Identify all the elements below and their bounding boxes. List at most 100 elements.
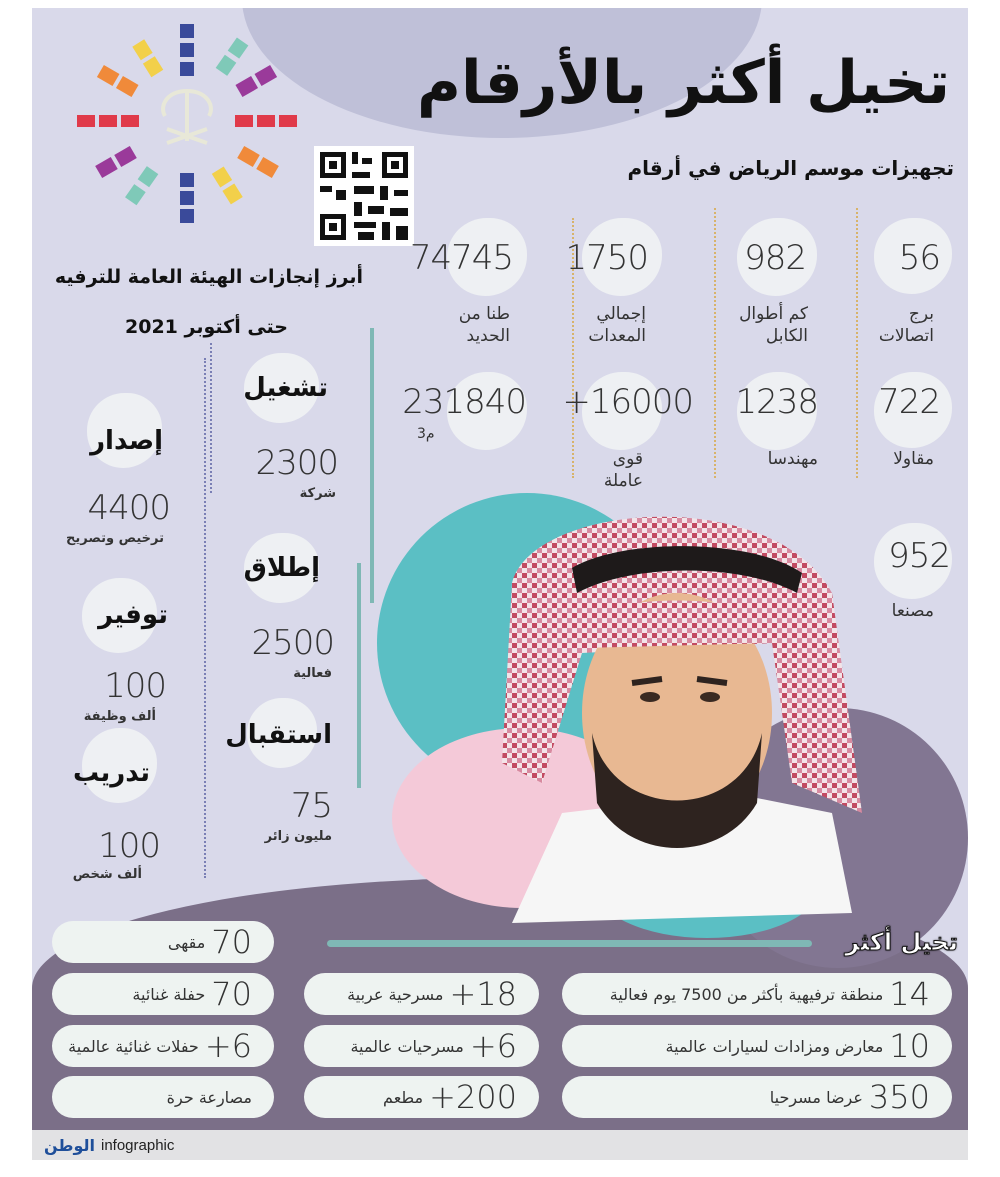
stat-value: 982 [744,238,807,278]
fact-text: مصارعة حرة [166,1087,252,1107]
fact-value: +200 [429,1078,517,1116]
item-blob [244,533,319,603]
gea-item-unit: فعالية [293,666,332,681]
portrait-illustration [502,516,862,923]
gea-item-value: 100 [104,666,167,706]
fact-text: حفلات غنائية عالمية [68,1036,199,1056]
brand-logo: الوطن [44,1135,95,1155]
fact-value: 350 [868,1078,930,1116]
riyadh-section-heading: تجهيزات موسم الرياض في أرقام [627,156,954,180]
gea-item-unit: ألف شخص [72,867,142,882]
gea-item-unit: شركة [299,486,336,501]
stat-label: إجمالي المعدات [588,304,646,346]
infographic: تخيل أكثر بالأرقام تجهيزات موسم الرياض ف… [32,8,968,1160]
stat-blob [447,218,527,296]
fact-text: مطعم [383,1087,424,1107]
stat-value: 74745 [409,238,514,278]
gea-item-unit: ترخيص وتصريح [65,531,164,546]
gea-item-unit: ألف وظيفة [83,709,156,724]
footer: الوطن infographic [32,1130,968,1160]
gea-subheading: حتى أكتوبر 2021 [125,316,288,338]
gea-item-title: تشغيل [243,373,328,403]
fact-pill: 70 مقهى [52,921,274,963]
fact-pill: 14 منطقة ترفيهية بأكثر من 7500 يوم فعالية [562,973,952,1015]
fact-value: 14 [889,975,930,1013]
gea-item-title: إطلاق [243,553,320,583]
riyadh-season-logo [77,24,297,223]
fact-text: عرضا مسرحيا [769,1087,863,1107]
stat-label: قوى عاملة [603,449,643,491]
divider [856,208,859,478]
divider [714,208,717,478]
fact-pill: +6 حفلات غنائية عالمية [52,1025,274,1067]
stat-value: 952 [888,536,951,576]
gea-item-title: توفير [98,600,168,630]
stat-blob [582,218,662,296]
fact-value: +6 [204,1027,252,1065]
fact-pill: مصارعة حرة [52,1076,274,1118]
divider [572,218,575,478]
fact-text: حفلة غنائية [132,984,206,1004]
item-blob [244,353,319,423]
stat-value: +16000 [562,382,694,422]
fact-value: 10 [889,1027,930,1065]
divider-line [327,940,812,947]
stat-label: م3 [417,426,435,442]
stat-label: مصنعا [891,601,934,621]
item-blob [82,728,157,803]
fact-text: مقهى [167,932,206,952]
stat-blob [737,372,817,450]
gea-item-title: استقبال [225,720,332,750]
gea-item-value: 75 [290,786,333,826]
item-blob [87,393,162,468]
stat-blob [874,523,952,599]
gea-item-value: 2500 [251,623,335,663]
fact-value: 70 [211,923,252,961]
fact-text: منطقة ترفيهية بأكثر من 7500 يوم فعالية [609,984,884,1004]
gea-item-value: 100 [98,826,161,866]
gea-item-title: تدريب [72,758,150,788]
fact-pill: 350 عرضا مسرحيا [562,1076,952,1118]
fact-text: مسرحية عربية [347,984,444,1004]
item-blob [247,698,317,768]
stat-blob [737,218,817,296]
fact-value: 70 [211,975,252,1013]
fact-value: +6 [469,1027,517,1065]
stat-label: كم أطوال الكابل [739,304,808,346]
stat-blob [874,218,952,294]
item-blob [82,578,157,653]
page-title: تخيل أكثر بالأرقام [417,48,950,118]
divider [204,358,207,878]
footer-label: infographic [101,1136,175,1154]
stat-blob [874,372,952,448]
imagine-more-heading: تخيل أكثر [845,928,959,957]
qr-code[interactable] [314,146,414,246]
divider [370,328,374,603]
gea-item-title: إصدار [90,426,163,456]
fact-text: معارض ومزادات لسيارات عالمية [665,1036,884,1056]
gea-item-value: 4400 [87,488,171,528]
stat-label: مقاولا [893,449,934,469]
divider [357,563,361,788]
fact-pill: 70 حفلة غنائية [52,973,274,1015]
stat-label: طنا من الحديد [458,304,510,346]
stat-value: 231840 [402,382,527,422]
stat-value: 56 [898,238,941,278]
stat-value: 1238 [735,382,819,422]
fact-pill: +200 مطعم [304,1076,539,1118]
stat-value: 1750 [565,238,649,278]
fact-text: مسرحيات عالمية [350,1036,464,1056]
stat-value: 722 [878,382,941,422]
stat-blob [447,372,527,450]
stat-label: مهندسا [767,449,818,469]
stat-blob [582,372,662,450]
gea-heading: أبرز إنجازات الهيئة العامة للترفيه [54,266,363,288]
divider [210,343,213,493]
stat-label: برج اتصالات [878,304,934,346]
gea-item-value: 2300 [255,443,339,483]
fact-pill: +18 مسرحية عربية [304,973,539,1015]
gea-item-unit: مليون زائر [264,829,332,844]
fact-value: +18 [449,975,517,1013]
fact-pill: +6 مسرحيات عالمية [304,1025,539,1067]
fact-pill: 10 معارض ومزادات لسيارات عالمية [562,1025,952,1067]
